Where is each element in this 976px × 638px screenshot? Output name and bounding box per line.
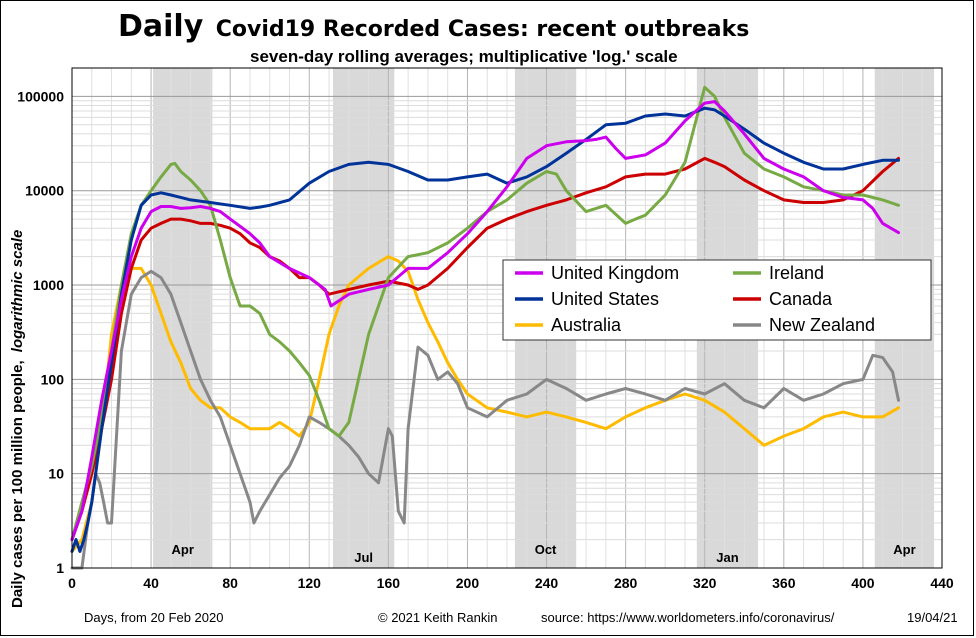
x-tick-labels: 0 40 80 120 160 200 240 280 320 360 400 440 bbox=[68, 575, 954, 591]
legend-label: United States bbox=[551, 289, 659, 309]
chart-title-bold: Daily bbox=[118, 9, 204, 44]
legend-label: Australia bbox=[551, 315, 622, 335]
month-label: Apr bbox=[172, 542, 194, 557]
x-tick-label: 80 bbox=[222, 575, 238, 591]
x-tick-label: 120 bbox=[298, 575, 322, 591]
y-axis-label-main: Daily cases per 100 million people, bbox=[9, 360, 26, 608]
copyright-text: © 2021 Keith Rankin bbox=[378, 610, 497, 625]
series-line-united-states bbox=[70, 106, 900, 553]
chart-title-rest: Covid19 Recorded Cases: recent outbreaks bbox=[216, 17, 750, 42]
series-line-new-zealand bbox=[70, 269, 900, 570]
month-label: Oct bbox=[535, 542, 557, 557]
month-band-1 bbox=[333, 68, 395, 568]
y-axis-label-italic: logarithmic scale bbox=[9, 230, 26, 353]
series-line-united-kingdom bbox=[70, 100, 900, 542]
legend-label: Ireland bbox=[769, 263, 824, 283]
y-tick-label: 1000 bbox=[33, 277, 64, 293]
y-tick-label: 10 bbox=[48, 466, 64, 482]
y-tick-label: 100000 bbox=[17, 88, 64, 104]
source-text: source: https://www.worldometers.info/co… bbox=[541, 610, 835, 625]
legend-label: United Kingdom bbox=[551, 263, 679, 283]
chart-title: Daily Covid19 Recorded Cases: recent out… bbox=[118, 9, 749, 44]
legend-label: New Zealand bbox=[769, 315, 875, 335]
x-tick-label: 280 bbox=[614, 575, 638, 591]
x-tick-label: 160 bbox=[377, 575, 401, 591]
series-line-australia bbox=[70, 255, 900, 553]
y-tick-label: 1 bbox=[56, 560, 64, 576]
month-label: Apr bbox=[893, 542, 915, 557]
x-axis-label: Days, from 20 Feb 2020 bbox=[84, 610, 223, 625]
x-tick-label: 40 bbox=[143, 575, 159, 591]
x-tick-label: 320 bbox=[693, 575, 717, 591]
x-tick-label: 360 bbox=[772, 575, 796, 591]
legend: United Kingdom Ireland United States Canada… bbox=[502, 259, 932, 341]
legend-label: Canada bbox=[769, 289, 833, 309]
y-axis-label: Daily cases per 100 million people, loga… bbox=[9, 230, 26, 608]
month-label: Jan bbox=[716, 550, 738, 565]
x-tick-label: 240 bbox=[535, 575, 559, 591]
date-text: 19/04/21 bbox=[907, 610, 958, 625]
y-tick-labels: 1 10 100 1000 10000 100000 bbox=[17, 88, 64, 576]
legend-box bbox=[502, 259, 932, 341]
y-tick-label: 100 bbox=[41, 371, 65, 387]
series-line-canada bbox=[70, 156, 900, 542]
plot-border bbox=[71, 67, 943, 569]
series-line-ireland bbox=[70, 85, 900, 542]
month-label: Jul bbox=[354, 550, 373, 565]
month-labels: Apr Jul Oct Jan Apr bbox=[172, 542, 916, 565]
series-lines bbox=[70, 85, 900, 570]
x-tick-label: 400 bbox=[851, 575, 875, 591]
x-tick-label: 0 bbox=[68, 575, 76, 591]
y-tick-label: 10000 bbox=[25, 183, 64, 199]
x-tick-label: 440 bbox=[930, 575, 954, 591]
x-tick-label: 200 bbox=[456, 575, 480, 591]
chart-subtitle: seven-day rolling averages; multiplicati… bbox=[250, 47, 678, 66]
